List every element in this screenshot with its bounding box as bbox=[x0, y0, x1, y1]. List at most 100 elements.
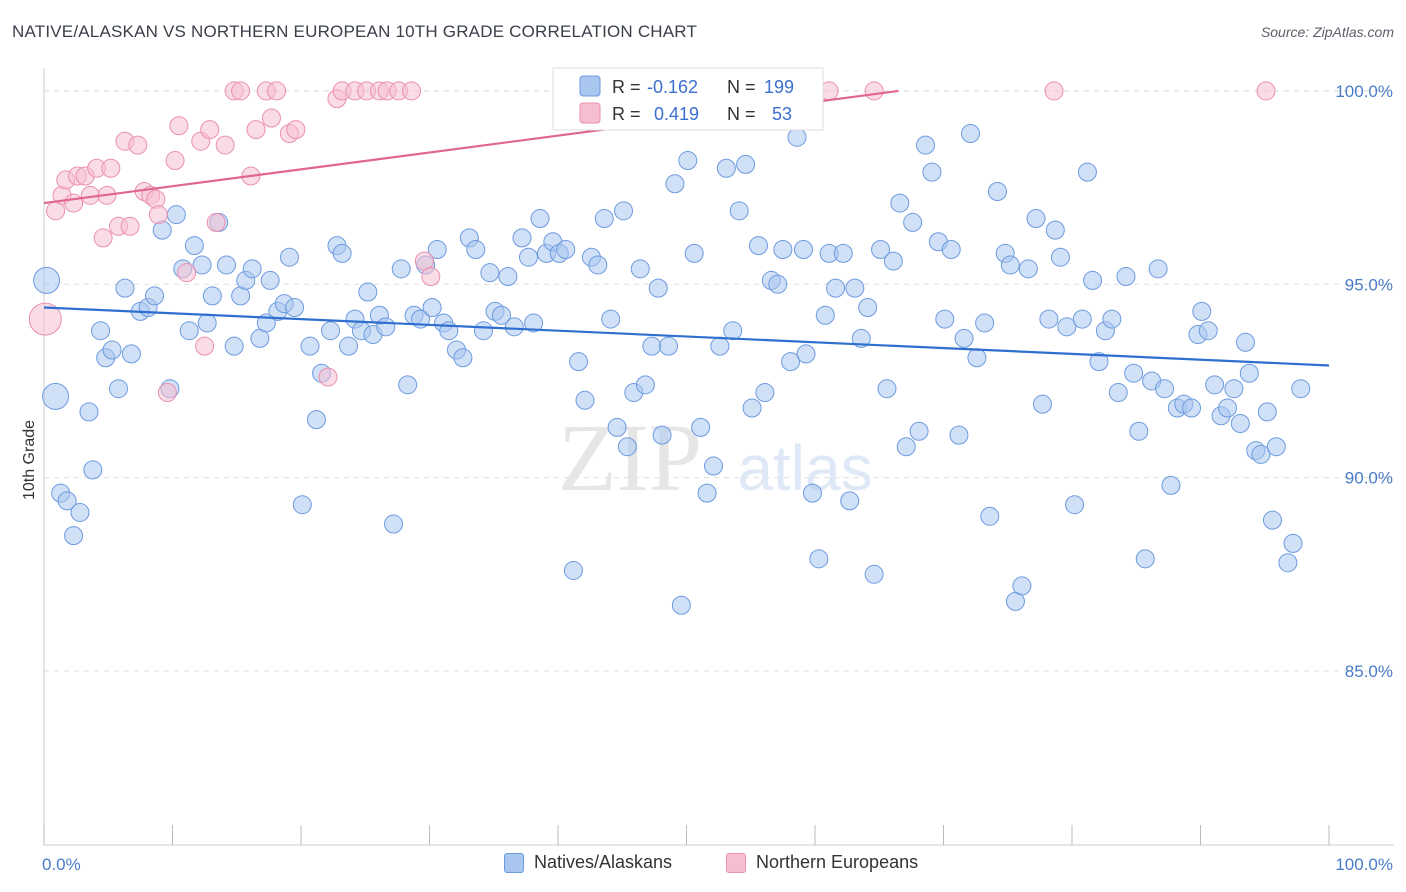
blue-point-24 bbox=[197, 313, 217, 333]
legend-swatch-northern bbox=[726, 852, 746, 873]
blue-point-183 bbox=[1205, 375, 1225, 395]
blue-point-38 bbox=[285, 297, 305, 317]
blue-point-167 bbox=[1102, 309, 1122, 329]
pink-point-22 bbox=[169, 116, 189, 136]
blue-point-59 bbox=[422, 297, 442, 317]
blue-point-107 bbox=[723, 321, 743, 341]
blue-point-129 bbox=[858, 297, 878, 317]
blue-point-124 bbox=[826, 278, 846, 298]
pink-point-23 bbox=[177, 263, 197, 283]
blue-point-76 bbox=[530, 209, 550, 229]
blue-point-80 bbox=[556, 239, 576, 259]
blue-point-40 bbox=[300, 336, 320, 356]
blue-point-135 bbox=[896, 437, 916, 457]
x-tick-label-min: 0.0% bbox=[42, 855, 81, 874]
blue-point-101 bbox=[684, 243, 704, 263]
blue-point-187 bbox=[1230, 413, 1250, 433]
blue-point-10 bbox=[102, 340, 122, 360]
legend-swatch-natives bbox=[504, 852, 524, 873]
blue-point-158 bbox=[1045, 220, 1065, 240]
blue-point-144 bbox=[954, 328, 974, 348]
blue-point-171 bbox=[1129, 421, 1149, 441]
blue-point-7 bbox=[83, 460, 103, 480]
blue-point-89 bbox=[614, 201, 634, 221]
blue-point-88 bbox=[607, 417, 627, 437]
blue-point-191 bbox=[1251, 444, 1271, 464]
blue-point-41 bbox=[306, 410, 326, 430]
blue-point-136 bbox=[903, 212, 923, 232]
pink-point-46 bbox=[402, 81, 422, 101]
blue-point-93 bbox=[635, 375, 655, 395]
legend-n-value-2: 53 bbox=[772, 104, 792, 124]
blue-point-155 bbox=[1026, 209, 1046, 229]
legend-r-label-2: R = bbox=[612, 104, 641, 124]
legend-n-label-1: N = bbox=[727, 77, 756, 97]
blue-point-127 bbox=[845, 278, 865, 298]
legend-r-label-1: R = bbox=[612, 77, 641, 97]
blue-point-161 bbox=[1065, 495, 1085, 515]
blue-point-125 bbox=[833, 243, 853, 263]
blue-point-189 bbox=[1239, 363, 1259, 383]
blue-point-149 bbox=[987, 181, 1007, 201]
blue-point-182 bbox=[1198, 321, 1218, 341]
y-axis-label: 10th Grade bbox=[21, 420, 38, 500]
y-tick-label-1: 90.0% bbox=[1345, 469, 1393, 488]
pink-point-0 bbox=[28, 302, 62, 336]
blue-point-145 bbox=[960, 123, 980, 143]
blue-point-146 bbox=[967, 348, 987, 368]
blue-point-194 bbox=[1266, 437, 1286, 457]
pink-point-4 bbox=[64, 193, 84, 213]
y-tick-label-2: 95.0% bbox=[1345, 275, 1393, 294]
trend-line-natives bbox=[43, 306, 1330, 367]
blue-point-19 bbox=[166, 205, 186, 225]
blue-point-6 bbox=[79, 402, 99, 422]
blue-point-75 bbox=[524, 313, 544, 333]
blue-point-179 bbox=[1182, 398, 1202, 418]
watermark-zip: ZIP bbox=[558, 404, 702, 511]
pink-point-21 bbox=[165, 151, 185, 171]
blue-point-168 bbox=[1108, 383, 1128, 403]
blue-point-90 bbox=[617, 437, 637, 457]
blue-point-181 bbox=[1192, 301, 1212, 321]
blue-point-115 bbox=[773, 239, 793, 259]
blue-point-71 bbox=[498, 267, 518, 287]
blue-point-94 bbox=[642, 336, 662, 356]
blue-point-43 bbox=[321, 321, 341, 341]
blue-point-45 bbox=[332, 243, 352, 263]
blue-point-86 bbox=[594, 209, 614, 229]
blue-point-73 bbox=[512, 228, 532, 248]
blue-point-122 bbox=[815, 305, 835, 325]
blue-point-81 bbox=[563, 560, 583, 580]
axes bbox=[43, 68, 1394, 846]
pink-point-27 bbox=[206, 212, 226, 232]
blue-point-106 bbox=[716, 158, 736, 178]
blue-point-96 bbox=[652, 425, 672, 445]
blue-point-74 bbox=[518, 247, 538, 267]
blue-point-16 bbox=[145, 286, 165, 306]
blue-point-174 bbox=[1148, 259, 1168, 279]
blue-point-37 bbox=[279, 247, 299, 267]
pink-point-37 bbox=[286, 120, 306, 140]
pink-point-25 bbox=[195, 336, 215, 356]
series-natives-alaskans bbox=[33, 123, 1311, 615]
blue-point-109 bbox=[736, 154, 756, 174]
blue-point-13 bbox=[121, 344, 141, 364]
pink-point-35 bbox=[267, 81, 287, 101]
blue-point-197 bbox=[1291, 379, 1311, 399]
blue-point-159 bbox=[1050, 247, 1070, 267]
blue-point-85 bbox=[588, 255, 608, 275]
blue-point-46 bbox=[339, 336, 359, 356]
legend-box: R = -0.162 N = 199 R = 0.419 N = 53 bbox=[552, 67, 824, 131]
blue-point-39 bbox=[292, 495, 312, 515]
blue-point-83 bbox=[575, 390, 595, 410]
x-tick-label-max: 100.0% bbox=[1335, 855, 1393, 874]
blue-point-12 bbox=[115, 278, 135, 298]
chart-title: NATIVE/ALASKAN VS NORTHERN EUROPEAN 10TH… bbox=[12, 22, 698, 41]
blue-point-114 bbox=[768, 274, 788, 294]
blue-point-141 bbox=[935, 309, 955, 329]
blue-point-53 bbox=[384, 514, 404, 534]
pink-point-28 bbox=[215, 135, 235, 155]
blue-point-72 bbox=[504, 317, 524, 337]
blue-point-11 bbox=[109, 379, 129, 399]
